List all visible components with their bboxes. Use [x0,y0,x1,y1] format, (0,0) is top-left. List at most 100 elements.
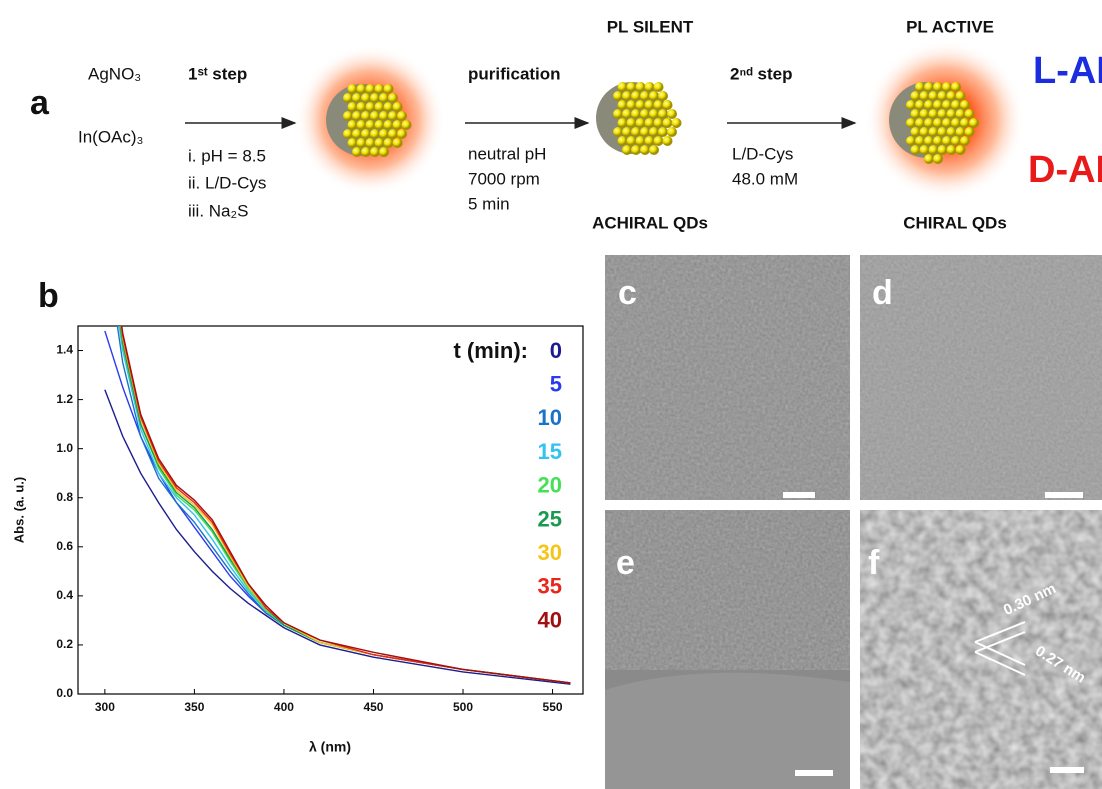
legend-entry: 15 [538,439,562,464]
atom [352,129,362,139]
atom [924,154,934,164]
y-tick-label: 0.2 [56,637,73,651]
atom [947,127,957,137]
atom [388,111,398,121]
y-tick-label: 0.6 [56,539,73,553]
atom [965,127,975,137]
atom [667,109,677,119]
atom [929,91,939,101]
atom [627,136,637,146]
state-label: CHIRAL QDs [903,213,1007,232]
y-tick-label: 0.0 [56,686,73,700]
atom [379,111,389,121]
atom [947,145,957,155]
atom [375,138,385,148]
y-tick-label: 0.8 [56,490,73,504]
plot-frame [78,326,583,694]
atom [942,118,952,128]
x-tick-label: 500 [453,700,473,714]
legend-entry: 30 [538,540,562,565]
atom [348,84,358,94]
atom [618,118,628,128]
series-line [105,203,571,683]
atom [911,91,921,101]
atom [942,100,952,110]
atom [649,91,659,101]
legend-entry: 0 [550,338,562,363]
atom [929,127,939,137]
atom [366,84,376,94]
atom [960,136,970,146]
atom [933,100,943,110]
tem-texture [605,510,850,670]
scale-bar [783,492,815,498]
atom [654,136,664,146]
atom [352,147,362,157]
atom [942,82,952,92]
tem-texture [860,255,1102,500]
legend-entry: 35 [538,574,562,599]
legend-entry: 20 [538,473,562,498]
atom [631,127,641,137]
atom [627,100,637,110]
x-tick-label: 450 [363,700,383,714]
atom [613,109,623,119]
atom [938,127,948,137]
atom [658,109,668,119]
atom [906,136,916,146]
atom [348,138,358,148]
atom [384,84,394,94]
x-tick-label: 550 [543,700,563,714]
condition: neutral pH [468,144,546,163]
atom [658,127,668,137]
x-axis-label: λ (nm) [309,739,351,755]
y-tick-label: 1.0 [56,441,73,455]
series-line [105,240,571,683]
atom [933,118,943,128]
state-label: PL ACTIVE [906,17,994,36]
scale-bar [1045,492,1083,498]
atom [375,120,385,130]
atom [640,145,650,155]
atom [357,84,367,94]
atom [663,100,673,110]
atom [357,120,367,130]
atom [622,145,632,155]
atom [654,118,664,128]
state-label: ACHIRAL QDs [592,213,708,232]
atom [343,129,353,139]
atom [915,100,925,110]
panel-label: f [868,544,880,582]
atom [915,136,925,146]
enantiomer-label: L-AIS [1033,50,1102,92]
atom [636,118,646,128]
condition: 5 min [468,194,510,213]
atom [622,91,632,101]
atom [929,145,939,155]
atom [906,118,916,128]
atom [915,118,925,128]
atom [622,109,632,119]
condition: L/D-Cys [732,144,793,163]
atom [343,93,353,103]
atom [924,100,934,110]
atom [933,82,943,92]
scale-bar [795,770,833,776]
atom [920,91,930,101]
atom [938,91,948,101]
atom [933,136,943,146]
atom [951,136,961,146]
atom [375,84,385,94]
atom [951,100,961,110]
atom [942,136,952,146]
atom [393,138,403,148]
atom [627,82,637,92]
atom [618,136,628,146]
atom [933,154,943,164]
atom [384,138,394,148]
atom [402,120,412,130]
atom [920,127,930,137]
tem-texture [605,255,850,500]
y-tick-label: 0.4 [56,588,73,602]
atom [636,82,646,92]
